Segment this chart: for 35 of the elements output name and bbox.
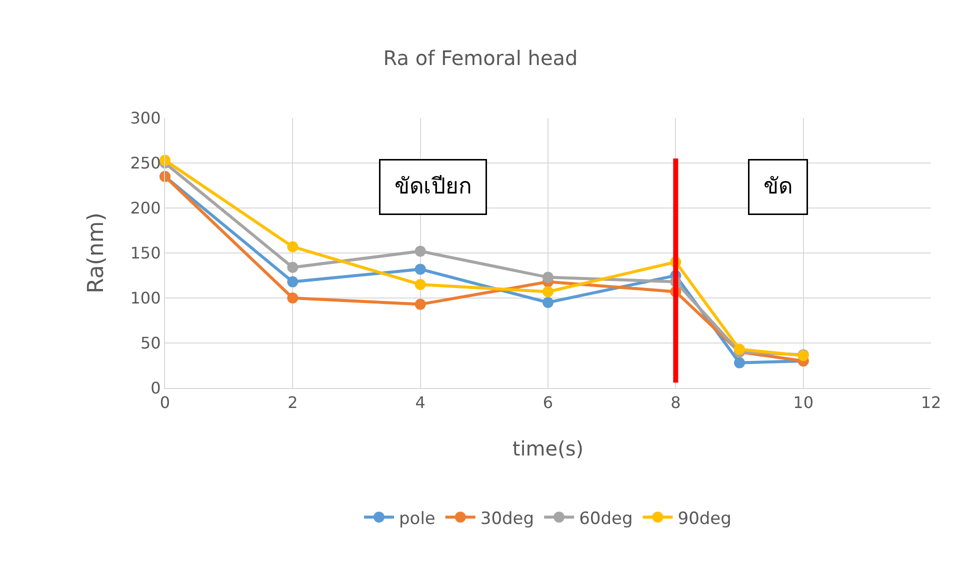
point <box>287 292 298 304</box>
x-tick-label: 4 <box>415 393 426 412</box>
chart-title: Ra of Femoral head <box>383 46 578 70</box>
y-tick-label: 50 <box>140 334 161 353</box>
annotation: ขัด <box>764 174 792 200</box>
y-tick-label: 150 <box>130 244 161 263</box>
y-tick-label: 250 <box>130 154 161 173</box>
y-axis-title: Ra(nm) <box>84 212 110 294</box>
legend-label: 30deg <box>480 508 534 529</box>
y-tick-label: 300 <box>130 108 161 128</box>
x-tick-label: 8 <box>670 393 681 412</box>
x-tick-label: 6 <box>542 393 554 412</box>
point <box>542 272 554 283</box>
point <box>287 262 298 273</box>
y-tick-label: 200 <box>130 198 161 218</box>
point <box>287 241 298 252</box>
legend-label: 60deg <box>579 508 633 529</box>
annotation: ขัดเปียก <box>394 174 472 200</box>
point <box>287 276 298 288</box>
y-tick-label: 100 <box>130 288 161 308</box>
x-tick-label: 2 <box>288 393 298 412</box>
point <box>542 286 554 298</box>
point <box>734 344 745 355</box>
x-axis-title: time(s) <box>512 436 584 461</box>
point <box>414 246 426 257</box>
point <box>414 298 426 310</box>
point <box>414 264 426 275</box>
x-tick-label: 12 <box>920 393 942 412</box>
legend-label: pole <box>399 508 436 529</box>
legend-label: 90deg <box>678 508 732 529</box>
point <box>414 279 426 290</box>
y-tick-label: 0 <box>150 378 161 398</box>
point <box>734 357 745 368</box>
point <box>542 297 554 308</box>
x-tick-label: 10 <box>793 393 814 412</box>
